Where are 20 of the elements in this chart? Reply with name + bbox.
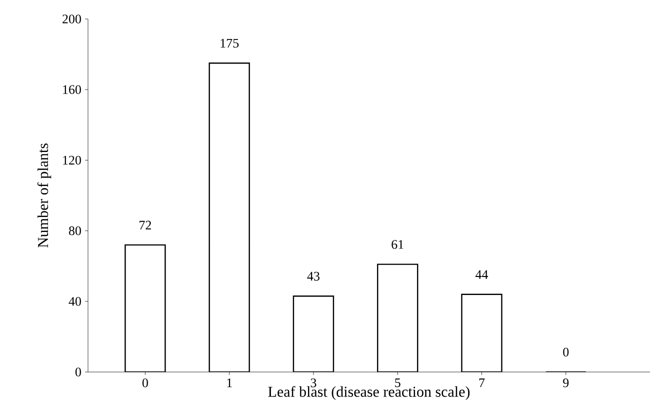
- y-tick-label: 0: [75, 368, 81, 376]
- y-tick-label: 160: [63, 85, 81, 94]
- x-tick-label: 1: [227, 378, 232, 388]
- data-label: 61: [392, 240, 404, 249]
- data-label: 175: [220, 38, 239, 48]
- data-label: 72: [140, 220, 151, 230]
- y-tick-label: 200: [62, 14, 81, 24]
- x-axis-title: Leaf blast (disease reaction scale): [268, 386, 470, 400]
- x-tick-label: 3: [310, 378, 316, 388]
- x-tick-label: 9: [563, 378, 569, 388]
- x-tick-label: 0: [142, 378, 148, 388]
- y-tick-label: 40: [68, 297, 81, 306]
- y-tick-label: 80: [68, 226, 81, 236]
- x-tick-label: 7: [479, 378, 485, 388]
- data-label: 44: [475, 270, 488, 279]
- x-tick-label: 5: [395, 378, 400, 388]
- data-label: 43: [307, 272, 320, 281]
- y-tick-label: 120: [63, 156, 81, 165]
- y-axis-title: Number of plants: [37, 144, 52, 248]
- data-label: 0: [563, 348, 569, 356]
